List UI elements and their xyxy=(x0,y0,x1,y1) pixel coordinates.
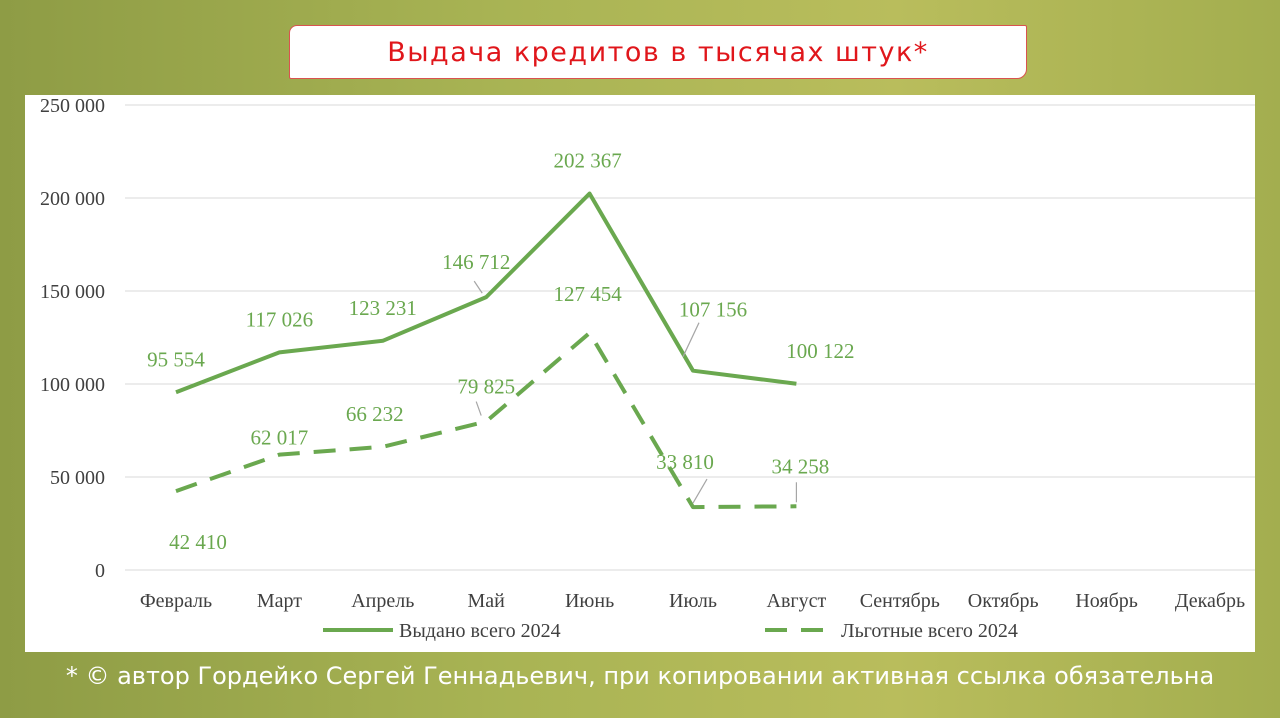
x-tick-label: Декабрь xyxy=(1175,590,1245,612)
leader-line xyxy=(473,280,483,294)
data-label: 117 026 xyxy=(246,307,313,331)
y-tick-label: 100 000 xyxy=(40,374,105,396)
data-label: 79 825 xyxy=(457,375,515,399)
leader-line xyxy=(475,401,482,416)
data-label: 202 367 xyxy=(553,149,621,173)
data-label: 62 017 xyxy=(251,426,309,450)
x-tick-label: Октябрь xyxy=(968,590,1039,612)
x-tick-label: Ноябрь xyxy=(1075,590,1138,612)
data-label: 146 712 xyxy=(442,250,510,274)
data-label: 107 156 xyxy=(679,298,747,322)
y-tick-label: 0 xyxy=(95,560,105,582)
data-label: 95 554 xyxy=(147,347,205,371)
x-tick-label: Март xyxy=(257,590,302,612)
data-label: 100 122 xyxy=(786,339,854,363)
x-tick-label: Февраль xyxy=(140,590,212,612)
data-label: 34 258 xyxy=(772,454,830,478)
series-line-2 xyxy=(175,330,797,510)
legend-label: Льготные всего 2024 xyxy=(841,620,1018,642)
data-label: 33 810 xyxy=(656,450,714,474)
leader-line xyxy=(692,478,708,504)
copyright-footer: * © автор Гордейко Сергей Геннадьевич, п… xyxy=(65,662,1215,690)
leader-line xyxy=(682,322,700,357)
y-tick-label: 50 000 xyxy=(50,467,105,489)
data-label: 123 231 xyxy=(349,296,417,320)
x-tick-label: Май xyxy=(468,590,506,612)
chart-area: 0 50 000 100 000 150 000 200 000 250 000 Февра… xyxy=(25,95,1255,652)
chart-title: Выдача кредитов в тысячах штук* xyxy=(387,36,929,68)
data-label: 127 454 xyxy=(553,282,622,306)
series-line-1 xyxy=(175,191,797,395)
y-tick-label: 200 000 xyxy=(40,188,105,210)
data-label: 42 410 xyxy=(169,530,227,554)
line-chart: 0 50 000 100 000 150 000 200 000 250 000 Февра… xyxy=(40,95,1255,642)
x-tick-label: Июнь xyxy=(565,590,614,612)
x-tick-label: Август xyxy=(767,590,827,612)
data-label: 66 232 xyxy=(346,402,404,426)
legend-label: Выдано всего 2024 xyxy=(399,620,561,642)
x-tick-label: Июль xyxy=(669,590,717,612)
chart-title-box: Выдача кредитов в тысячах штук* xyxy=(289,25,1027,79)
y-tick-label: 150 000 xyxy=(40,281,105,303)
y-tick-label: 250 000 xyxy=(40,95,105,117)
x-tick-label: Сентябрь xyxy=(860,590,940,612)
x-tick-label: Апрель xyxy=(351,590,414,612)
